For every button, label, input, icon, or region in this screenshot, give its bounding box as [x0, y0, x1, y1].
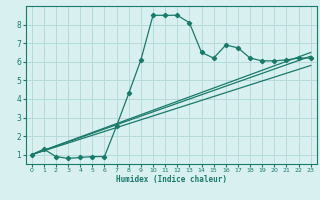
X-axis label: Humidex (Indice chaleur): Humidex (Indice chaleur) — [116, 175, 227, 184]
